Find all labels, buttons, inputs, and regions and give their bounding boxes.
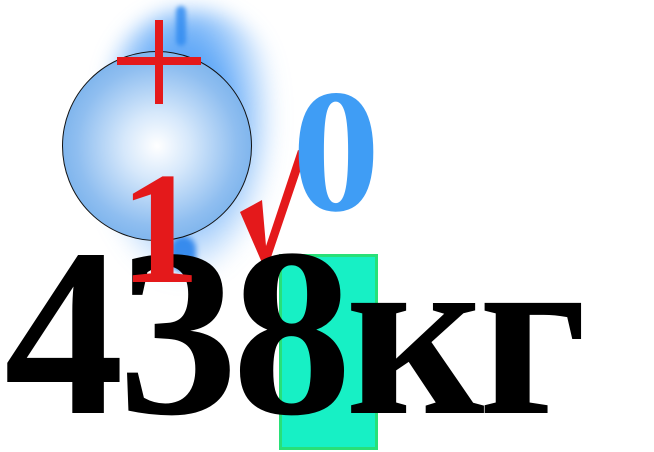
ball-glow-stem-bottom	[170, 236, 196, 272]
ball-glow-stem-top	[176, 6, 186, 46]
blue-zero-digit: 0	[292, 54, 380, 249]
weight-prefix: 43	[4, 199, 238, 452]
weight-unit: кг	[346, 199, 587, 452]
weight-value: 438кг	[4, 212, 587, 452]
plus-icon	[117, 20, 201, 104]
glossy-blue-ball-icon	[62, 51, 252, 241]
checkmark-shape	[240, 150, 306, 272]
red-one-digit: 1	[120, 139, 200, 317]
plus-bar-vertical	[155, 20, 163, 104]
checkmark-icon	[240, 150, 306, 272]
highlighted-digit: 8	[232, 199, 352, 452]
digit-highlight-box	[279, 254, 378, 450]
